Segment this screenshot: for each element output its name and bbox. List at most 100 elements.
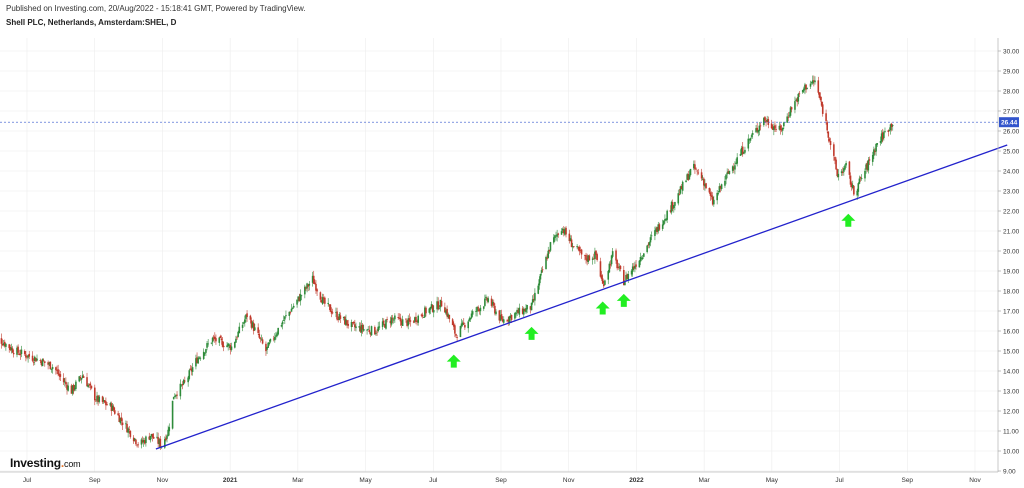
candle-body xyxy=(414,317,416,322)
candle-body xyxy=(555,235,557,237)
candle-body xyxy=(221,341,224,347)
candle-body xyxy=(554,235,556,239)
candle-body xyxy=(750,135,753,137)
candle-body xyxy=(109,402,112,406)
candle-body xyxy=(461,322,464,325)
candle-body xyxy=(227,343,229,347)
candle-body xyxy=(112,406,115,411)
candle-body xyxy=(416,321,418,322)
candle-body xyxy=(158,439,161,445)
candle-body xyxy=(756,127,758,131)
candle-body xyxy=(121,422,124,425)
candle-body xyxy=(817,80,820,93)
candle-body xyxy=(391,318,394,320)
candle-body xyxy=(794,101,796,110)
candle-body xyxy=(833,144,835,156)
candle-body xyxy=(451,319,454,326)
candle-body xyxy=(654,230,656,236)
candle-body xyxy=(618,266,621,268)
candle-body xyxy=(599,261,602,277)
candle-body xyxy=(27,355,29,358)
candle-body xyxy=(495,311,497,315)
candle-body xyxy=(814,80,816,83)
candle-body xyxy=(485,296,487,299)
candle-body xyxy=(825,113,827,122)
candle-body xyxy=(327,302,329,304)
candle-body xyxy=(532,298,535,300)
candle-body xyxy=(664,219,666,221)
candle-body xyxy=(257,327,259,333)
candle-body xyxy=(727,171,730,174)
y-tick-label: 28.00 xyxy=(1003,88,1020,95)
candle-body xyxy=(537,285,540,294)
candle-body xyxy=(829,141,832,146)
candle-body xyxy=(468,318,471,321)
y-tick-label: 23.00 xyxy=(1003,188,1020,195)
candle-body xyxy=(607,271,610,280)
x-tick-label: 2021 xyxy=(223,477,238,484)
candle-body xyxy=(525,308,527,313)
candle-body xyxy=(389,320,392,324)
candle-body xyxy=(806,87,808,89)
candle-body xyxy=(40,361,43,366)
candle-body xyxy=(734,165,736,170)
candle-body xyxy=(740,147,743,155)
candle-body xyxy=(151,433,154,438)
candle-body xyxy=(198,357,201,359)
candle-body xyxy=(448,314,451,320)
up-arrow-shape xyxy=(595,301,610,315)
candle-body xyxy=(728,170,731,174)
support-trendline xyxy=(155,144,1008,450)
candle-body xyxy=(329,304,332,312)
candle-body xyxy=(476,306,478,312)
candle-body xyxy=(821,104,824,114)
candle-body xyxy=(778,125,781,130)
price-axis: 9.00 10.00 11.00 12.00 13.00 14.00 15.00 16.00 1… xyxy=(997,38,1020,475)
candle-body xyxy=(150,433,153,437)
candle-body xyxy=(717,193,720,194)
candle-body xyxy=(89,383,92,386)
candle-body xyxy=(289,312,292,314)
candle-body xyxy=(142,439,145,443)
candle-body xyxy=(312,275,315,284)
candle-body xyxy=(705,183,707,189)
candle-body xyxy=(724,180,726,186)
candle-body xyxy=(810,82,813,84)
candle-body xyxy=(891,125,894,126)
candle-body xyxy=(31,355,34,361)
candle-body xyxy=(17,346,19,353)
candle-body xyxy=(888,130,891,132)
candle-body xyxy=(197,357,199,364)
candle-body xyxy=(467,321,470,329)
candle-body xyxy=(868,159,871,161)
candle-body xyxy=(779,125,782,130)
candle-body xyxy=(883,132,885,139)
candle-body xyxy=(616,260,618,269)
candle-body xyxy=(710,195,713,197)
time-axis: Jul Sep Nov 2021 Mar May Jul Sep Nov 2022 Mar May Ju… xyxy=(0,471,998,484)
candle-body xyxy=(90,385,93,389)
candle-body xyxy=(587,255,590,262)
candle-body xyxy=(447,314,450,318)
x-tick-label: Sep xyxy=(89,477,101,484)
candle-body xyxy=(103,400,106,403)
candle-body xyxy=(386,319,388,320)
candle-body xyxy=(568,233,571,242)
candle-body xyxy=(188,370,191,379)
candle-body xyxy=(299,294,302,302)
candle-body xyxy=(33,356,36,361)
candle-body xyxy=(79,377,82,379)
candle-body xyxy=(47,362,49,365)
candle-body xyxy=(840,171,843,174)
candle-body xyxy=(595,250,597,255)
up-arrow-icon xyxy=(595,301,610,315)
candle-body xyxy=(801,90,804,93)
candle-body xyxy=(560,231,563,235)
candle-body xyxy=(190,368,193,372)
candle-body xyxy=(180,384,183,386)
candle-body xyxy=(361,324,364,330)
candle-body xyxy=(502,319,505,323)
candle-body xyxy=(565,227,567,235)
candle-body xyxy=(82,376,85,378)
